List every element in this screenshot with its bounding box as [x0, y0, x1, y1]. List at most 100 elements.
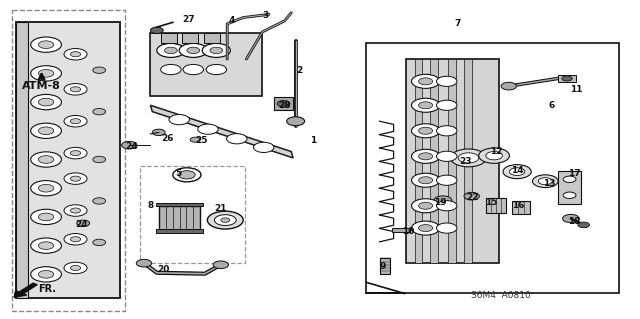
Circle shape	[213, 261, 228, 269]
Circle shape	[464, 192, 479, 200]
Text: 14: 14	[511, 166, 524, 175]
Circle shape	[38, 271, 54, 278]
Circle shape	[436, 76, 457, 86]
Circle shape	[93, 108, 106, 115]
Bar	[140, 166, 245, 263]
Text: 1: 1	[310, 136, 317, 145]
Circle shape	[419, 78, 433, 85]
Circle shape	[434, 196, 452, 205]
Circle shape	[38, 156, 54, 163]
Circle shape	[136, 259, 152, 267]
Circle shape	[38, 41, 54, 48]
Text: 21: 21	[214, 204, 227, 213]
Circle shape	[412, 221, 440, 235]
Circle shape	[64, 173, 87, 184]
Bar	[156, 203, 203, 206]
Bar	[406, 59, 499, 263]
Circle shape	[412, 98, 440, 112]
Circle shape	[202, 43, 230, 57]
Bar	[486, 198, 506, 213]
Circle shape	[198, 124, 218, 134]
Circle shape	[38, 70, 54, 77]
Circle shape	[93, 239, 106, 246]
Circle shape	[70, 119, 81, 124]
Circle shape	[38, 213, 54, 221]
Circle shape	[563, 214, 579, 223]
Circle shape	[451, 149, 486, 167]
Circle shape	[436, 100, 457, 110]
Text: 24: 24	[125, 142, 138, 151]
Bar	[380, 258, 390, 274]
Text: 9: 9	[380, 262, 386, 271]
Bar	[274, 97, 293, 110]
Circle shape	[164, 47, 177, 54]
Text: 17: 17	[568, 169, 581, 178]
Text: 23: 23	[460, 157, 472, 166]
Circle shape	[64, 147, 87, 159]
Circle shape	[419, 177, 433, 184]
Bar	[161, 33, 177, 43]
Circle shape	[277, 100, 290, 107]
Bar	[150, 33, 262, 96]
Text: S6M4  A0810: S6M4 A0810	[470, 291, 531, 300]
Bar	[156, 229, 203, 233]
Circle shape	[70, 176, 81, 181]
Circle shape	[31, 37, 61, 52]
Text: 13: 13	[543, 179, 556, 188]
Circle shape	[77, 220, 90, 226]
Text: 28: 28	[278, 101, 291, 110]
Text: 12: 12	[490, 147, 502, 156]
Circle shape	[70, 265, 81, 271]
Text: 18: 18	[568, 217, 581, 226]
Circle shape	[31, 267, 61, 282]
Circle shape	[38, 184, 54, 192]
Bar	[16, 22, 120, 298]
Circle shape	[210, 47, 223, 54]
Circle shape	[179, 171, 195, 179]
Bar	[182, 33, 198, 43]
Circle shape	[64, 48, 87, 60]
Circle shape	[169, 115, 189, 125]
Text: 8: 8	[147, 201, 154, 210]
Circle shape	[458, 153, 479, 163]
Text: 19: 19	[434, 198, 447, 207]
Bar	[12, 10, 125, 311]
Circle shape	[150, 27, 163, 33]
Circle shape	[93, 67, 106, 73]
Circle shape	[412, 124, 440, 138]
Circle shape	[412, 199, 440, 213]
Circle shape	[501, 82, 516, 90]
Circle shape	[532, 175, 558, 188]
Circle shape	[287, 117, 305, 126]
Text: 5: 5	[175, 169, 181, 178]
Circle shape	[31, 238, 61, 253]
Text: 22: 22	[466, 193, 479, 202]
Text: 4: 4	[228, 16, 235, 25]
Circle shape	[486, 152, 502, 160]
Circle shape	[187, 47, 200, 54]
Circle shape	[183, 64, 204, 75]
Circle shape	[70, 237, 81, 242]
Circle shape	[221, 218, 230, 222]
Circle shape	[70, 87, 81, 92]
Circle shape	[436, 151, 457, 161]
Circle shape	[31, 66, 61, 81]
Circle shape	[122, 141, 137, 149]
Circle shape	[157, 43, 185, 57]
Circle shape	[31, 181, 61, 196]
Circle shape	[563, 192, 576, 198]
Text: FR.: FR.	[38, 284, 56, 294]
Circle shape	[509, 168, 525, 175]
Circle shape	[190, 137, 200, 142]
Circle shape	[70, 52, 81, 57]
Circle shape	[179, 43, 207, 57]
Circle shape	[93, 156, 106, 163]
Circle shape	[538, 178, 552, 185]
Circle shape	[206, 64, 227, 75]
Circle shape	[562, 76, 572, 81]
Circle shape	[207, 211, 243, 229]
Text: 2: 2	[296, 66, 303, 75]
Text: ATM-8: ATM-8	[22, 81, 61, 91]
Bar	[204, 33, 220, 43]
Bar	[464, 59, 472, 263]
